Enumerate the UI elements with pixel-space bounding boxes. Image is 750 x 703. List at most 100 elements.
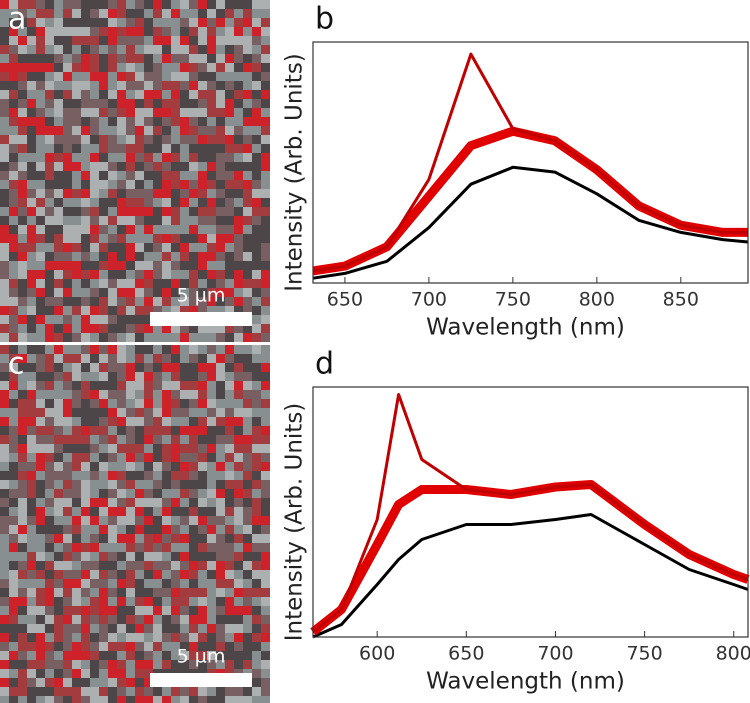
pixel bbox=[18, 243, 27, 252]
pixel bbox=[243, 63, 252, 72]
pixel bbox=[27, 198, 36, 207]
pixel bbox=[99, 687, 108, 696]
pixel bbox=[234, 426, 243, 435]
pixel bbox=[54, 480, 63, 489]
pixel bbox=[180, 0, 189, 9]
pixel bbox=[63, 54, 72, 63]
pixel bbox=[81, 36, 90, 45]
pixel bbox=[189, 399, 198, 408]
pixel bbox=[135, 525, 144, 534]
pixel bbox=[198, 108, 207, 117]
pixel bbox=[81, 345, 90, 354]
pixel bbox=[135, 162, 144, 171]
pixel bbox=[54, 126, 63, 135]
pixel bbox=[90, 678, 99, 687]
pixel bbox=[162, 0, 171, 9]
pixel bbox=[171, 606, 180, 615]
pixel bbox=[63, 216, 72, 225]
pixel bbox=[216, 498, 225, 507]
pixel bbox=[189, 354, 198, 363]
pixel bbox=[261, 390, 270, 399]
pixel bbox=[153, 99, 162, 108]
pixel bbox=[252, 561, 261, 570]
pixel bbox=[27, 696, 36, 703]
pixel bbox=[108, 9, 117, 18]
pixel bbox=[9, 543, 18, 552]
pixel bbox=[243, 552, 252, 561]
pixel bbox=[234, 633, 243, 642]
pixel bbox=[252, 408, 261, 417]
pixel bbox=[36, 99, 45, 108]
pixel bbox=[198, 651, 207, 660]
pixel bbox=[18, 525, 27, 534]
pixel bbox=[9, 624, 18, 633]
pixel bbox=[45, 189, 54, 198]
pixel bbox=[126, 651, 135, 660]
pixel bbox=[0, 234, 9, 243]
pixel bbox=[0, 171, 9, 180]
pixel bbox=[243, 90, 252, 99]
pixel bbox=[108, 225, 117, 234]
pixel bbox=[144, 216, 153, 225]
pixel bbox=[18, 381, 27, 390]
pixel bbox=[261, 579, 270, 588]
pixel bbox=[126, 306, 135, 315]
pixel bbox=[234, 543, 243, 552]
pixel bbox=[90, 243, 99, 252]
pixel bbox=[135, 198, 144, 207]
pixel bbox=[126, 381, 135, 390]
pixel bbox=[216, 288, 225, 297]
pixel bbox=[171, 135, 180, 144]
pixel bbox=[27, 687, 36, 696]
pixel bbox=[27, 63, 36, 72]
pixel bbox=[117, 270, 126, 279]
pixel bbox=[63, 198, 72, 207]
pixel bbox=[45, 153, 54, 162]
pixel bbox=[216, 99, 225, 108]
pixel bbox=[117, 651, 126, 660]
pixel bbox=[198, 579, 207, 588]
pixel bbox=[216, 81, 225, 90]
pixel bbox=[135, 462, 144, 471]
pixel bbox=[126, 462, 135, 471]
pixel bbox=[225, 297, 234, 306]
pixel bbox=[72, 45, 81, 54]
pixel bbox=[135, 363, 144, 372]
pixel bbox=[144, 678, 153, 687]
pixel bbox=[126, 243, 135, 252]
pixel bbox=[27, 579, 36, 588]
pixel bbox=[27, 216, 36, 225]
pixel bbox=[99, 516, 108, 525]
pixel bbox=[90, 270, 99, 279]
pixel bbox=[45, 135, 54, 144]
pixel bbox=[252, 45, 261, 54]
pixel bbox=[9, 9, 18, 18]
pixel bbox=[27, 243, 36, 252]
pixel bbox=[189, 570, 198, 579]
pixel bbox=[144, 333, 153, 342]
pixel bbox=[207, 36, 216, 45]
pixel bbox=[252, 0, 261, 9]
pixel bbox=[117, 225, 126, 234]
pixel bbox=[99, 153, 108, 162]
pixel bbox=[36, 372, 45, 381]
pixel bbox=[189, 660, 198, 669]
pixel bbox=[243, 408, 252, 417]
pixel bbox=[234, 189, 243, 198]
pixel bbox=[243, 225, 252, 234]
pixel bbox=[108, 417, 117, 426]
pixel bbox=[108, 18, 117, 27]
pixel bbox=[144, 306, 153, 315]
pixel bbox=[81, 189, 90, 198]
pixel bbox=[216, 18, 225, 27]
pixel bbox=[180, 216, 189, 225]
pixel bbox=[99, 189, 108, 198]
pixel bbox=[90, 234, 99, 243]
pixel bbox=[234, 525, 243, 534]
pixel bbox=[261, 588, 270, 597]
pixel bbox=[243, 234, 252, 243]
pixel bbox=[72, 180, 81, 189]
pixel bbox=[45, 543, 54, 552]
pixel bbox=[117, 288, 126, 297]
pixel bbox=[117, 306, 126, 315]
